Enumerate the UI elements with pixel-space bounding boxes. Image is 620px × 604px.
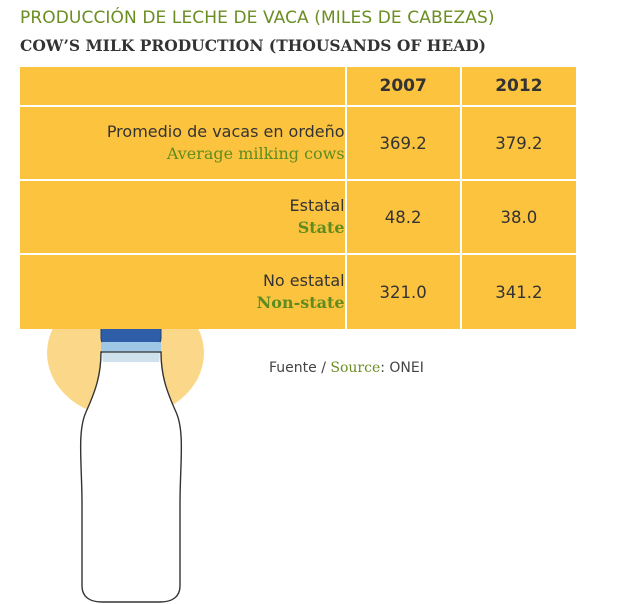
source-organization: : ONEI [380, 360, 424, 376]
table-cell: 321.0 [344, 253, 462, 329]
row-label-spanish: Estatal [289, 196, 345, 215]
title-english: COW’S MILK PRODUCTION (THOUSANDS OF HEAD… [20, 36, 486, 55]
column-header: 2007 [344, 67, 462, 107]
milk-production-table: 2007 2012 Promedio de vacas en ordeño Av… [20, 67, 576, 329]
table-row: No estatal Non-state 321.0 341.2 [20, 253, 576, 329]
table-cell: 369.2 [344, 105, 462, 181]
row-label: No estatal Non-state [20, 253, 347, 329]
table-cell: 341.2 [459, 253, 576, 329]
row-label-english: Non-state [256, 293, 345, 312]
table-header-row: 2007 2012 [20, 67, 576, 107]
row-label-spanish: No estatal [262, 271, 345, 290]
source-label-english: Source [330, 360, 381, 376]
table-row: Estatal State 48.2 38.0 [20, 179, 576, 255]
row-label-english: State [297, 218, 345, 237]
milk-bottle-icon [79, 317, 183, 603]
title-spanish: PRODUCCIÓN DE LECHE DE VACA (MILES DE CA… [20, 8, 495, 28]
row-label-english: Average milking cows [166, 144, 345, 163]
row-label-spanish: Promedio de vacas en ordeño [106, 122, 345, 141]
header-empty-cell [20, 67, 347, 107]
source-label-spanish: Fuente / [269, 360, 326, 376]
column-header: 2012 [459, 67, 576, 107]
table-cell: 48.2 [344, 179, 462, 255]
table-cell: 38.0 [459, 179, 576, 255]
row-label: Estatal State [20, 179, 347, 255]
table-cell: 379.2 [459, 105, 576, 181]
source-note: Fuente / Source: ONEI [269, 360, 424, 376]
row-label: Promedio de vacas en ordeño Average milk… [20, 105, 347, 181]
table-row: Promedio de vacas en ordeño Average milk… [20, 105, 576, 181]
